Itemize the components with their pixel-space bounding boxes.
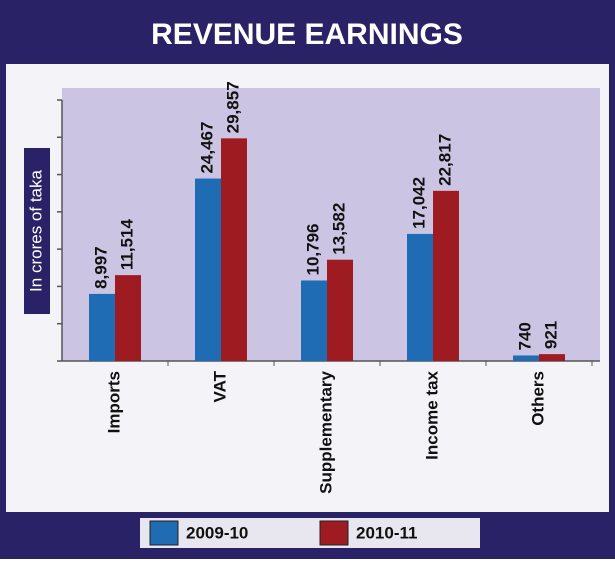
bar [327,259,353,361]
legend-label: 2009-10 [186,523,248,542]
value-label: 22,817 [435,134,454,186]
bar [221,138,247,361]
legend-box [140,518,480,548]
x-tick-label: Others [528,371,547,426]
legend-swatch [319,520,349,546]
chart-title: REVENUE EARNINGS [151,18,463,51]
title-banner [6,6,609,64]
bar [539,354,565,361]
value-label: 8,997 [91,246,110,289]
bar [195,178,221,361]
bar [513,355,539,361]
value-label: 10,796 [303,223,322,275]
value-label: 921 [541,321,560,349]
value-label: 740 [515,322,534,350]
bar [89,293,115,361]
value-label: 13,582 [329,203,348,255]
y-axis-label: In crores of taka [26,170,45,292]
y-label-box [24,148,50,314]
x-tick-label: Imports [104,371,123,433]
value-label: 24,467 [197,122,216,174]
bar [407,233,433,361]
bar [433,190,459,361]
bar [115,275,141,361]
legend-label: 2010-11 [356,523,417,542]
x-tick-label: Income tax [422,370,441,459]
legend-swatch [149,520,179,546]
value-label: 29,857 [223,81,242,133]
bar [301,280,327,361]
x-tick-label: VAT [210,370,229,402]
value-label: 17,042 [409,177,428,229]
x-tick-label: Supplementary [316,370,335,493]
value-label: 11,514 [117,219,136,271]
